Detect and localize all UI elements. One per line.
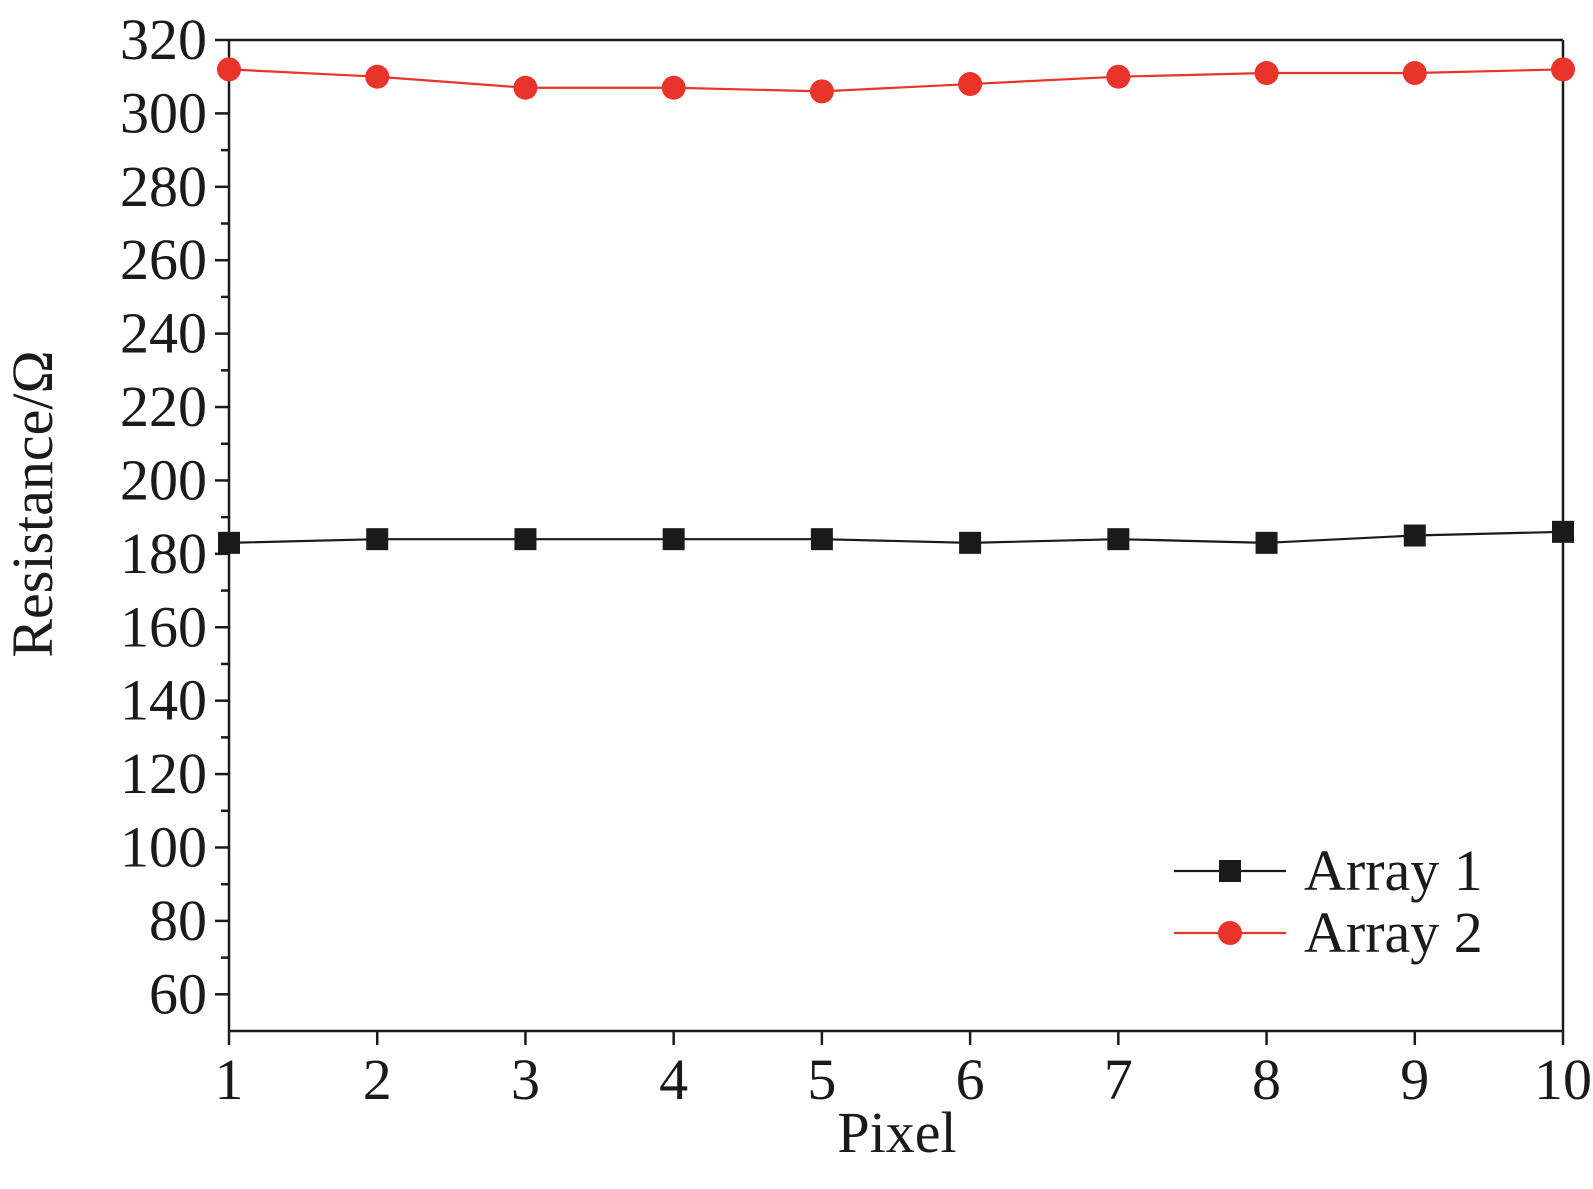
data-point-square xyxy=(366,528,389,551)
data-point-square xyxy=(1552,520,1574,543)
legend-label: Array 2 xyxy=(1304,900,1483,965)
series-1 xyxy=(218,520,1574,554)
data-point-square xyxy=(218,531,240,554)
data-point-circle xyxy=(1551,57,1575,82)
data-point-square xyxy=(1403,524,1426,547)
y-tick-label: 320 xyxy=(120,7,207,72)
y-tick-label: 180 xyxy=(120,521,207,586)
y-tick-label: 80 xyxy=(149,888,207,953)
data-point-square xyxy=(1107,528,1130,551)
x-tick-label: 10 xyxy=(1534,1047,1592,1112)
x-tick-label: 3 xyxy=(511,1047,540,1112)
data-point-circle xyxy=(513,75,538,100)
y-tick-label: 280 xyxy=(120,154,207,219)
data-point-circle xyxy=(1254,61,1279,86)
x-axis-label: Pixel xyxy=(837,1100,956,1165)
data-point-circle xyxy=(661,75,686,100)
series-line xyxy=(228,530,1564,544)
data-point-circle xyxy=(1402,61,1427,86)
data-point-square xyxy=(662,528,685,551)
legend-marker-square xyxy=(1219,860,1241,882)
data-point-circle xyxy=(365,64,390,89)
series-layer xyxy=(217,57,1575,554)
x-tick-label: 9 xyxy=(1400,1047,1429,1112)
data-point-circle xyxy=(809,79,834,104)
y-tick-label: 240 xyxy=(120,301,207,366)
series-2 xyxy=(217,57,1575,104)
x-tick-label: 5 xyxy=(807,1047,836,1112)
x-axis-ticks: 1 2 3 4 5 6 7 8 9 10 xyxy=(215,1031,1592,1112)
x-tick-label: 4 xyxy=(659,1047,688,1112)
data-point-circle xyxy=(217,57,241,82)
legend-item: Array 1 xyxy=(1174,838,1483,903)
x-tick-label: 8 xyxy=(1252,1047,1281,1112)
x-tick-label: 1 xyxy=(215,1047,244,1112)
y-axis-ticks: 60 80 100 120 140 160 180 200 220 240 260 280 300 320 xyxy=(120,7,229,1026)
data-point-circle xyxy=(958,72,983,97)
x-tick-label: 6 xyxy=(956,1047,985,1112)
y-tick-label: 220 xyxy=(120,374,207,439)
legend-item: Array 2 xyxy=(1174,900,1483,965)
legend-label: Array 1 xyxy=(1304,838,1483,903)
y-tick-label: 120 xyxy=(120,741,207,806)
data-point-square xyxy=(1255,531,1278,554)
y-tick-label: 60 xyxy=(149,961,207,1026)
legend-marker-circle xyxy=(1218,921,1242,945)
y-tick-label: 300 xyxy=(120,80,207,145)
data-point-square xyxy=(514,528,537,551)
data-point-square xyxy=(959,531,982,554)
y-tick-label: 160 xyxy=(120,594,207,659)
x-tick-label: 7 xyxy=(1104,1047,1133,1112)
y-axis-label: Resistance/Ω xyxy=(0,350,65,657)
y-tick-label: 200 xyxy=(120,447,207,512)
y-tick-label: 100 xyxy=(120,814,207,879)
series-line xyxy=(228,68,1564,93)
data-point-square xyxy=(810,528,833,551)
y-tick-label: 140 xyxy=(120,668,207,733)
data-point-circle xyxy=(1106,64,1131,89)
y-tick-label: 260 xyxy=(120,227,207,292)
x-tick-label: 2 xyxy=(363,1047,392,1112)
